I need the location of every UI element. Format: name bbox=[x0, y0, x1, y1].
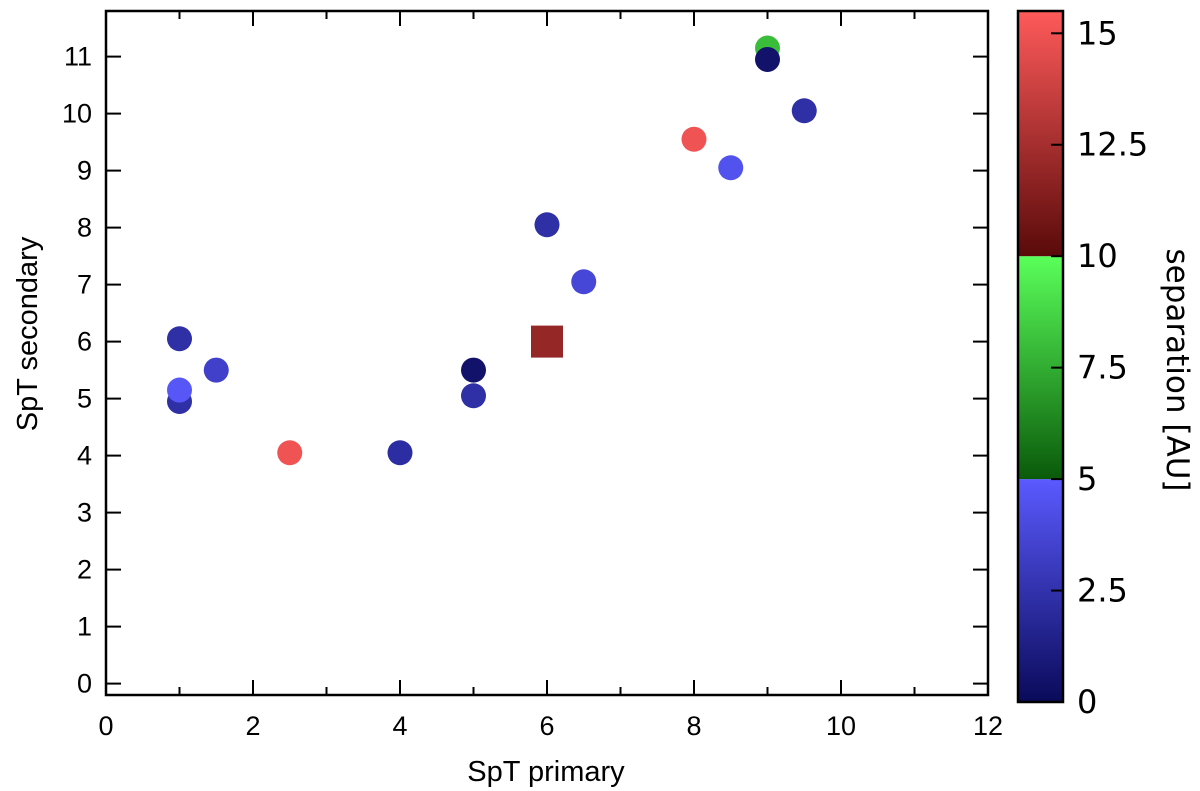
data-point bbox=[791, 98, 817, 124]
x-tick-label: 12 bbox=[973, 711, 1003, 741]
x-tick-label: 2 bbox=[245, 711, 260, 741]
y-tick-label: 7 bbox=[77, 270, 92, 300]
data-point bbox=[571, 269, 597, 295]
colorbar-tick-label: 7.5 bbox=[1077, 349, 1128, 387]
colorbar-tick-label: 12.5 bbox=[1077, 126, 1148, 164]
data-point bbox=[203, 357, 229, 383]
colorbar-segment bbox=[1018, 11, 1063, 257]
data-point bbox=[387, 440, 413, 466]
y-tick-label: 2 bbox=[77, 555, 92, 585]
y-tick-label: 6 bbox=[77, 327, 92, 357]
colorbar-frame bbox=[1016, 9, 1065, 704]
data-point bbox=[718, 155, 744, 181]
x-tick-label: 10 bbox=[826, 711, 856, 741]
colorbar-gradient bbox=[1018, 11, 1063, 702]
y-tick-label: 11 bbox=[64, 42, 92, 72]
colorbar-tick-label: 5 bbox=[1077, 460, 1097, 498]
x-tick-label: 6 bbox=[539, 711, 554, 741]
y-tick-label: 8 bbox=[77, 213, 92, 243]
data-point bbox=[461, 383, 486, 409]
colorbar-tick-label: 2.5 bbox=[1077, 572, 1128, 610]
colorbar-title: separation [AU] bbox=[1159, 249, 1195, 492]
data-point bbox=[755, 46, 780, 72]
y-tick-label: 1 bbox=[77, 612, 92, 642]
data-points bbox=[167, 35, 817, 466]
x-tick-label: 0 bbox=[98, 711, 113, 741]
data-point bbox=[167, 326, 192, 352]
colorbar-tick-label: 0 bbox=[1077, 683, 1097, 721]
x-tick-label: 4 bbox=[392, 711, 407, 741]
y-axis-title: SpT secondary bbox=[12, 236, 44, 431]
y-tick-label: 5 bbox=[77, 384, 92, 414]
y-tick-label: 3 bbox=[77, 498, 92, 528]
x-tick-label: 8 bbox=[686, 711, 701, 741]
y-tick-label: 4 bbox=[77, 441, 92, 471]
data-point bbox=[534, 212, 560, 238]
colorbar-tick-label: 10 bbox=[1077, 237, 1118, 275]
data-point bbox=[461, 357, 486, 383]
data-point bbox=[277, 440, 303, 466]
y-tick-label: 0 bbox=[77, 669, 92, 699]
data-point-square bbox=[531, 325, 563, 358]
y-tick-label: 10 bbox=[62, 99, 92, 129]
y-tick-label: 9 bbox=[77, 156, 92, 186]
data-point bbox=[681, 126, 707, 152]
data-point bbox=[167, 377, 192, 403]
x-axis-title: SpT primary bbox=[467, 756, 625, 788]
colorbar-tick-label: 15 bbox=[1077, 14, 1118, 52]
